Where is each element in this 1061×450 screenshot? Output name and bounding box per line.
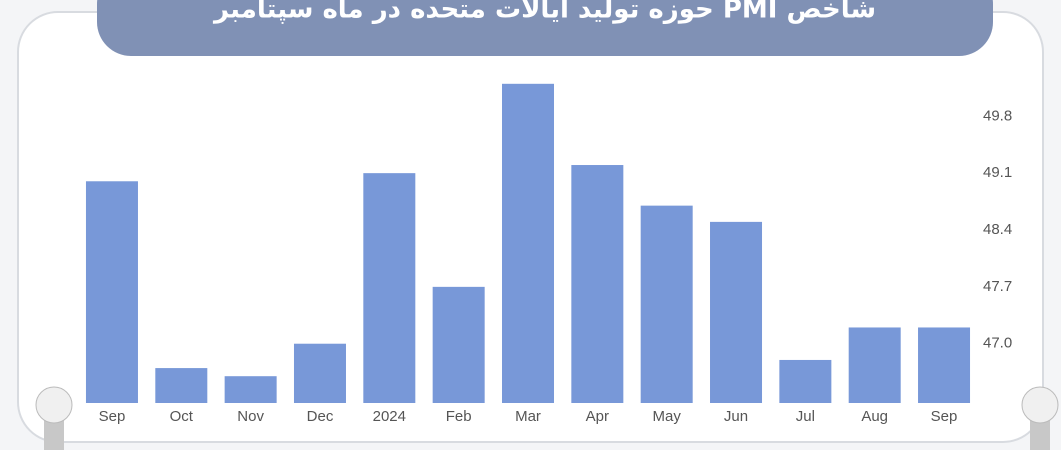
pin xyxy=(1021,386,1059,450)
bar xyxy=(85,181,138,403)
bar xyxy=(571,165,624,403)
x-tick-label: May xyxy=(653,408,682,425)
bar xyxy=(155,368,208,403)
bar xyxy=(224,376,277,403)
bar xyxy=(363,173,416,403)
y-tick-label: 49.1 xyxy=(983,164,1012,181)
bar xyxy=(293,343,346,403)
x-tick-label: Jun xyxy=(724,408,748,425)
x-tick-label: Sep xyxy=(931,408,958,425)
bar xyxy=(918,327,971,403)
bar xyxy=(432,286,485,403)
y-tick-label: 47.7 xyxy=(983,278,1012,295)
x-tick-label: Aug xyxy=(861,408,888,425)
y-tick-label: 48.4 xyxy=(983,221,1012,238)
x-tick-label: Mar xyxy=(515,408,541,425)
x-tick-label: Apr xyxy=(586,408,609,425)
chart-title: شاخص PMI حوزه تولید ایالات متحده در ماه … xyxy=(212,0,876,25)
bar xyxy=(640,205,693,403)
title-banner xyxy=(97,0,993,56)
bar xyxy=(710,221,763,403)
x-tick-label: Jul xyxy=(796,408,815,425)
bar xyxy=(501,83,555,404)
y-tick-label: 49.8 xyxy=(983,107,1012,124)
bar xyxy=(848,327,901,403)
x-tick-label: 2024 xyxy=(373,408,406,425)
y-tick-label: 47.0 xyxy=(983,335,1012,352)
x-tick-label: Oct xyxy=(170,408,194,425)
x-tick-label: Sep xyxy=(99,408,126,425)
bar xyxy=(779,359,832,403)
x-tick-label: Feb xyxy=(446,408,472,425)
x-tick-label: Nov xyxy=(237,408,264,425)
x-tick-label: Dec xyxy=(307,408,334,425)
pin xyxy=(35,386,73,450)
